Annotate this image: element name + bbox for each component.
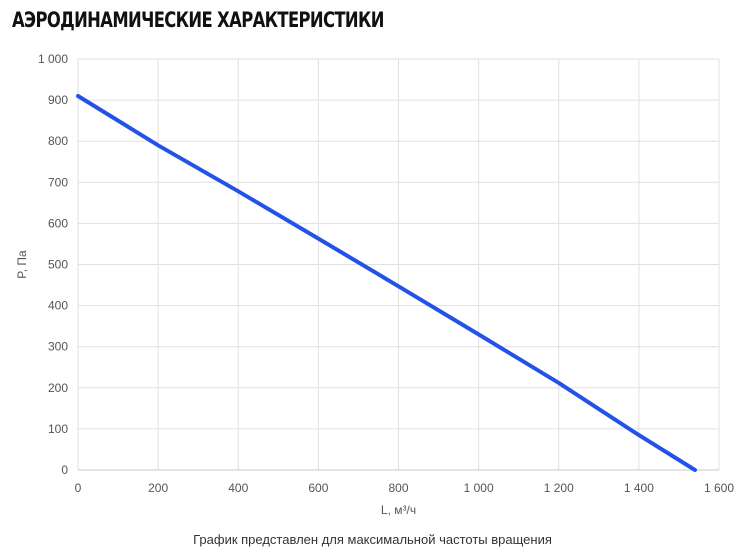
y-axis-label: P, Па [15,250,29,279]
chart-caption: График представлен для максимальной част… [193,532,552,547]
x-tick-label: 1 200 [544,481,574,495]
y-tick-label: 0 [61,463,68,477]
x-tick-label: 1 000 [464,481,494,495]
x-tick-label: 1 400 [624,481,654,495]
y-tick-label: 1 000 [38,52,68,66]
y-tick-label: 900 [48,93,68,107]
x-tick-label: 800 [388,481,408,495]
y-tick-label: 800 [48,134,68,148]
x-tick-label: 600 [308,481,328,495]
chart-grid [77,58,720,471]
x-axis-ticks: 0 200 400 600 800 1 000 1 200 1 400 1 600 [75,481,735,495]
y-tick-label: 500 [48,258,68,272]
y-tick-label: 100 [48,422,68,436]
page-title: АЭРОДИНАМИЧЕСКИЕ ХАРАКТЕРИСТИКИ [12,8,384,32]
x-tick-label: 200 [148,481,168,495]
x-tick-label: 0 [75,481,82,495]
y-tick-label: 600 [48,216,68,230]
y-tick-label: 400 [48,299,68,313]
y-axis-ticks: 0 100 200 300 400 500 600 700 800 900 1 000 [38,52,68,477]
x-tick-label: 1 600 [704,481,734,495]
x-tick-label: 400 [228,481,248,495]
y-tick-label: 700 [48,175,68,189]
y-tick-label: 200 [48,381,68,395]
x-axis-label: L, м³/ч [381,503,416,517]
y-tick-label: 300 [48,340,68,354]
chart-series [76,94,697,472]
series-line [76,94,697,472]
